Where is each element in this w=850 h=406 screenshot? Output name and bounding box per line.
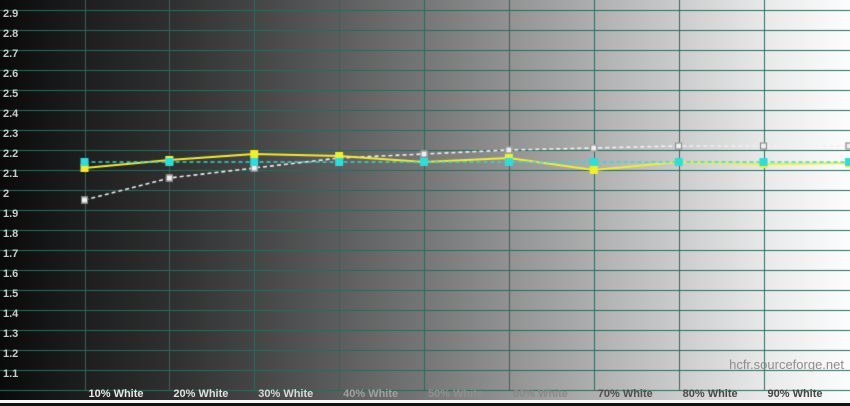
y-axis-tick-label: 2.2: [3, 148, 19, 160]
bottom-separator-line: [0, 400, 850, 403]
bottom-edge-strip: [0, 403, 850, 406]
y-axis-tick-label: 2.9: [3, 8, 19, 20]
y-axis-tick-label: 2.7: [3, 48, 19, 60]
x-axis-tick-label: 40% White: [343, 388, 399, 400]
y-axis-tick-label: 2.5: [3, 88, 19, 100]
y-axis-tick-label: 1.6: [3, 268, 19, 280]
y-axis-tick-label: 2.4: [3, 108, 19, 120]
y-axis-tick-label: 2.1: [3, 168, 19, 180]
x-axis-tick-label: 10% White: [88, 388, 144, 400]
y-axis-tick-label: 2.8: [3, 28, 19, 40]
x-axis-tick-label: 70% White: [597, 388, 653, 400]
x-axis-tick-label: 50% White: [428, 388, 484, 400]
x-axis-tick-label: 20% White: [173, 388, 229, 400]
x-axis-tick-label: 80% White: [682, 388, 738, 400]
y-axis-tick-label: 2.3: [3, 128, 19, 140]
y-axis-tick-label: 2.6: [3, 68, 19, 80]
y-axis-tick-label: 1.2: [3, 348, 19, 360]
x-axis-tick-label: 90% White: [767, 388, 823, 400]
x-axis-tick-label: 60% White: [512, 388, 568, 400]
x-axis-tick-label: 30% White: [258, 388, 314, 400]
y-axis-tick-label: 1.1: [3, 368, 19, 380]
hcfr-watermark: hcfr.sourceforge.net: [729, 357, 844, 372]
y-axis-tick-label: 2: [3, 188, 10, 200]
y-axis-tick-label: 1.7: [3, 248, 19, 260]
y-axis-tick-label: 1.9: [3, 208, 19, 220]
y-axis-tick-label: 1.3: [3, 328, 19, 340]
y-axis-tick-label: 1.4: [3, 308, 19, 320]
y-axis-tick-label: 1.8: [3, 228, 19, 240]
y-axis-tick-label: 1.5: [3, 288, 19, 300]
